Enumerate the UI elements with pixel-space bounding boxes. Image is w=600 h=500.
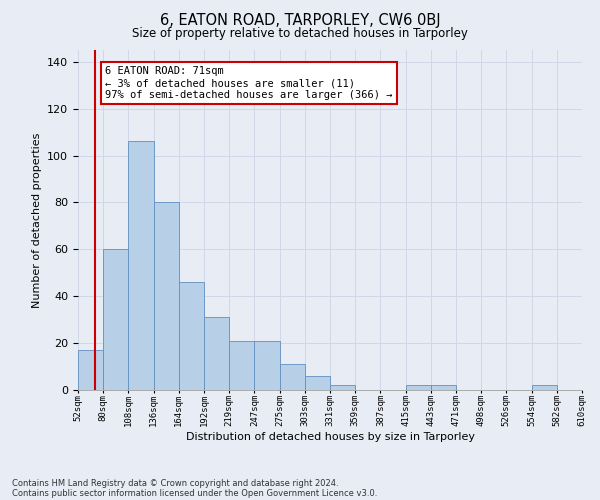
Text: Contains HM Land Registry data © Crown copyright and database right 2024.: Contains HM Land Registry data © Crown c… — [12, 478, 338, 488]
Bar — [78, 350, 103, 390]
Bar — [431, 386, 456, 390]
Bar — [154, 202, 179, 390]
Bar — [280, 364, 305, 390]
Text: Contains public sector information licensed under the Open Government Licence v3: Contains public sector information licen… — [12, 488, 377, 498]
Bar — [305, 376, 330, 390]
Bar — [103, 250, 128, 390]
Bar — [254, 341, 280, 390]
Bar — [229, 341, 254, 390]
Text: 6 EATON ROAD: 71sqm
← 3% of detached houses are smaller (11)
97% of semi-detache: 6 EATON ROAD: 71sqm ← 3% of detached hou… — [105, 66, 392, 100]
Bar — [179, 282, 204, 390]
Bar — [128, 142, 154, 390]
Bar — [406, 386, 431, 390]
Bar — [330, 386, 355, 390]
Text: 6, EATON ROAD, TARPORLEY, CW6 0BJ: 6, EATON ROAD, TARPORLEY, CW6 0BJ — [160, 12, 440, 28]
Bar — [532, 386, 557, 390]
Bar — [204, 318, 229, 390]
X-axis label: Distribution of detached houses by size in Tarporley: Distribution of detached houses by size … — [185, 432, 475, 442]
Y-axis label: Number of detached properties: Number of detached properties — [32, 132, 41, 308]
Text: Size of property relative to detached houses in Tarporley: Size of property relative to detached ho… — [132, 28, 468, 40]
